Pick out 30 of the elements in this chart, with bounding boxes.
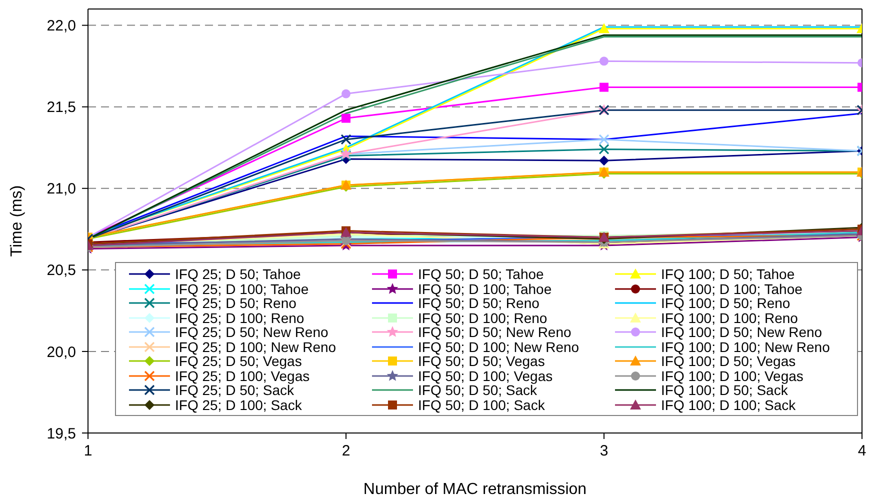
legend-label: IFQ 100; D 100; New Reno — [661, 338, 830, 354]
legend-label: IFQ 25; D 100; Sack — [175, 396, 302, 412]
legend-label: IFQ 100; D 100; Tahoe — [661, 280, 802, 296]
legend-label: IFQ 25; D 100; Tahoe — [175, 280, 309, 296]
y-tick-label: 20,0 — [46, 344, 76, 361]
legend-label: IFQ 100; D 50; Tahoe — [661, 266, 795, 282]
legend-label: IFQ 50; D 50; Tahoe — [418, 266, 544, 282]
x-axis-title: Number of MAC retransmission — [363, 481, 587, 498]
y-axis-title: Time (ms) — [8, 185, 26, 257]
legend-label: IFQ 25; D 50; Tahoe — [175, 266, 301, 282]
legend-label: IFQ 25; D 100; Reno — [175, 310, 304, 326]
y-tick-label: 19,5 — [46, 425, 76, 442]
legend-label: IFQ 50; D 100; Vegas — [418, 368, 553, 384]
legend-label: IFQ 50; D 100; Tahoe — [418, 280, 552, 296]
legend-label: IFQ 50; D 100; Sack — [418, 396, 545, 412]
y-tick-label: 21,0 — [46, 180, 76, 198]
legend-label: IFQ 100; D 100; Vegas — [661, 368, 804, 384]
x-tick-label: 4 — [858, 442, 866, 460]
y-tick-label: 20,5 — [46, 262, 76, 280]
legend-label: IFQ 100; D 100; Reno — [661, 310, 798, 326]
legend-label: IFQ 25; D 100; Vegas — [175, 368, 310, 384]
y-tick-label: 21,5 — [46, 99, 76, 116]
y-tick-label: 22,0 — [46, 18, 76, 35]
x-tick-label: 3 — [600, 442, 608, 460]
legend-label: IFQ 25; D 100; New Reno — [175, 338, 336, 354]
x-tick-label: 1 — [84, 442, 92, 460]
legend-label: IFQ 50; D 100; New Reno — [418, 338, 580, 354]
legend-label: IFQ 50; D 100; Reno — [418, 310, 548, 326]
x-tick-label: 2 — [342, 442, 350, 460]
legend-label: IFQ 100; D 100; Sack — [661, 396, 796, 412]
